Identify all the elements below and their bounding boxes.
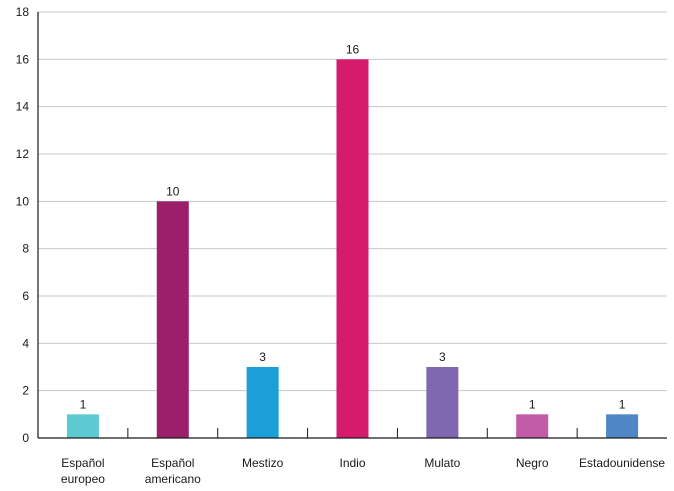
y-tick-label: 10 <box>16 194 30 208</box>
y-tick-label: 18 <box>16 5 30 19</box>
y-tick-label: 6 <box>22 289 29 303</box>
data-label: 3 <box>439 350 446 364</box>
bar <box>246 367 279 438</box>
data-label: 16 <box>346 42 360 56</box>
bar <box>336 59 369 438</box>
x-category-line: Mulato <box>424 456 460 470</box>
x-category-line: europeo <box>61 472 105 486</box>
x-category-label: Estadounidense <box>579 456 665 470</box>
x-axis: Español europeo Español americano Mestizo Ind… <box>38 428 667 486</box>
y-tick-label: 8 <box>22 242 29 256</box>
y-tick-label: 0 <box>22 431 29 445</box>
y-tick-label: 14 <box>16 100 30 114</box>
x-category-label: Negro <box>516 456 549 470</box>
x-category-label: Español europeo <box>61 456 105 486</box>
x-category-line: Negro <box>516 456 549 470</box>
data-label: 1 <box>80 397 87 411</box>
x-category-line: Español <box>151 456 194 470</box>
x-category-line: Indio <box>339 456 365 470</box>
bars: 1 10 3 16 3 1 1 <box>66 42 639 438</box>
x-category-line: Mestizo <box>242 456 284 470</box>
x-category-label: Mulato <box>424 456 460 470</box>
bar <box>606 414 639 438</box>
x-category-line: Español <box>61 456 104 470</box>
data-label: 1 <box>619 397 626 411</box>
y-tick-label: 12 <box>16 147 30 161</box>
bar <box>426 367 459 438</box>
y-tick-label: 16 <box>16 52 30 66</box>
bar <box>516 414 549 438</box>
x-category-line: Estadounidense <box>579 456 665 470</box>
y-tick-label: 4 <box>22 336 29 350</box>
x-category-label: Mestizo <box>242 456 284 470</box>
x-category-line: americano <box>145 472 201 486</box>
x-category-label: Español americano <box>145 456 201 486</box>
y-axis: 0 2 4 6 8 10 12 14 16 18 <box>16 5 39 445</box>
y-tick-label: 2 <box>22 384 29 398</box>
data-label: 3 <box>259 350 266 364</box>
bar <box>156 201 189 438</box>
data-label: 10 <box>166 184 180 198</box>
x-category-label: Indio <box>339 456 365 470</box>
data-label: 1 <box>529 397 536 411</box>
bar <box>66 414 99 438</box>
